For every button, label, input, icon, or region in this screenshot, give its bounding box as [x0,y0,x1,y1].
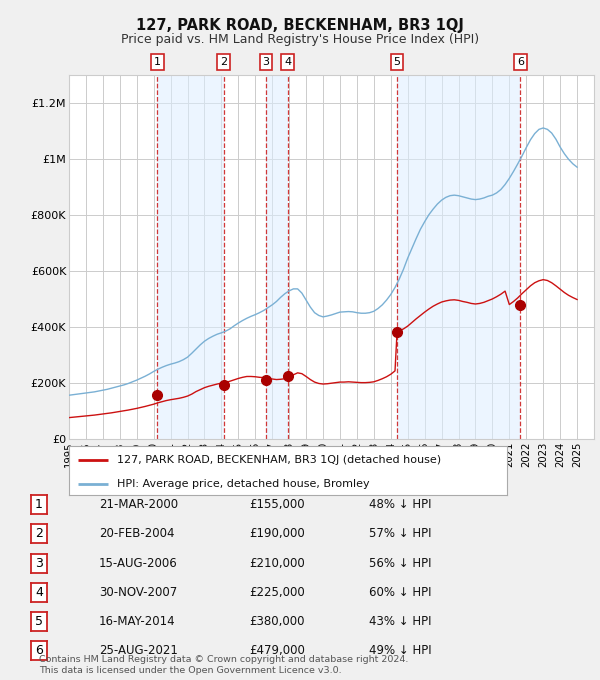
Bar [266,75,288,439]
Text: 1: 1 [35,498,43,511]
Text: 5: 5 [35,615,43,628]
Text: 2: 2 [220,57,227,67]
Text: £190,000: £190,000 [249,527,305,541]
Text: £380,000: £380,000 [249,615,305,628]
Text: 127, PARK ROAD, BECKENHAM, BR3 1QJ (detached house): 127, PARK ROAD, BECKENHAM, BR3 1QJ (deta… [117,455,442,465]
Text: 1: 1 [154,57,161,67]
Text: 2: 2 [35,527,43,541]
Text: 6: 6 [517,57,524,67]
Text: £210,000: £210,000 [249,556,305,570]
Bar [157,75,224,439]
Text: 48% ↓ HPI: 48% ↓ HPI [369,498,431,511]
Text: Contains HM Land Registry data © Crown copyright and database right 2024.
This d: Contains HM Land Registry data © Crown c… [39,655,409,675]
Text: 49% ↓ HPI: 49% ↓ HPI [369,644,431,658]
Text: 30-NOV-2007: 30-NOV-2007 [99,585,177,599]
Bar [397,75,520,439]
Text: 3: 3 [262,57,269,67]
Text: 4: 4 [284,57,292,67]
Text: HPI: Average price, detached house, Bromley: HPI: Average price, detached house, Brom… [117,479,370,490]
Text: 4: 4 [35,585,43,599]
Text: 20-FEB-2004: 20-FEB-2004 [99,527,175,541]
Text: 16-MAY-2014: 16-MAY-2014 [99,615,176,628]
Text: 57% ↓ HPI: 57% ↓ HPI [369,527,431,541]
Text: 56% ↓ HPI: 56% ↓ HPI [369,556,431,570]
Text: 127, PARK ROAD, BECKENHAM, BR3 1QJ: 127, PARK ROAD, BECKENHAM, BR3 1QJ [136,18,464,33]
Text: Price paid vs. HM Land Registry's House Price Index (HPI): Price paid vs. HM Land Registry's House … [121,33,479,46]
Text: 21-MAR-2000: 21-MAR-2000 [99,498,178,511]
Text: 60% ↓ HPI: 60% ↓ HPI [369,585,431,599]
Text: 6: 6 [35,644,43,658]
Text: 5: 5 [394,57,401,67]
Text: £225,000: £225,000 [249,585,305,599]
Text: £155,000: £155,000 [249,498,305,511]
Text: 43% ↓ HPI: 43% ↓ HPI [369,615,431,628]
Text: 25-AUG-2021: 25-AUG-2021 [99,644,178,658]
Text: 15-AUG-2006: 15-AUG-2006 [99,556,178,570]
Text: 3: 3 [35,556,43,570]
Text: £479,000: £479,000 [249,644,305,658]
